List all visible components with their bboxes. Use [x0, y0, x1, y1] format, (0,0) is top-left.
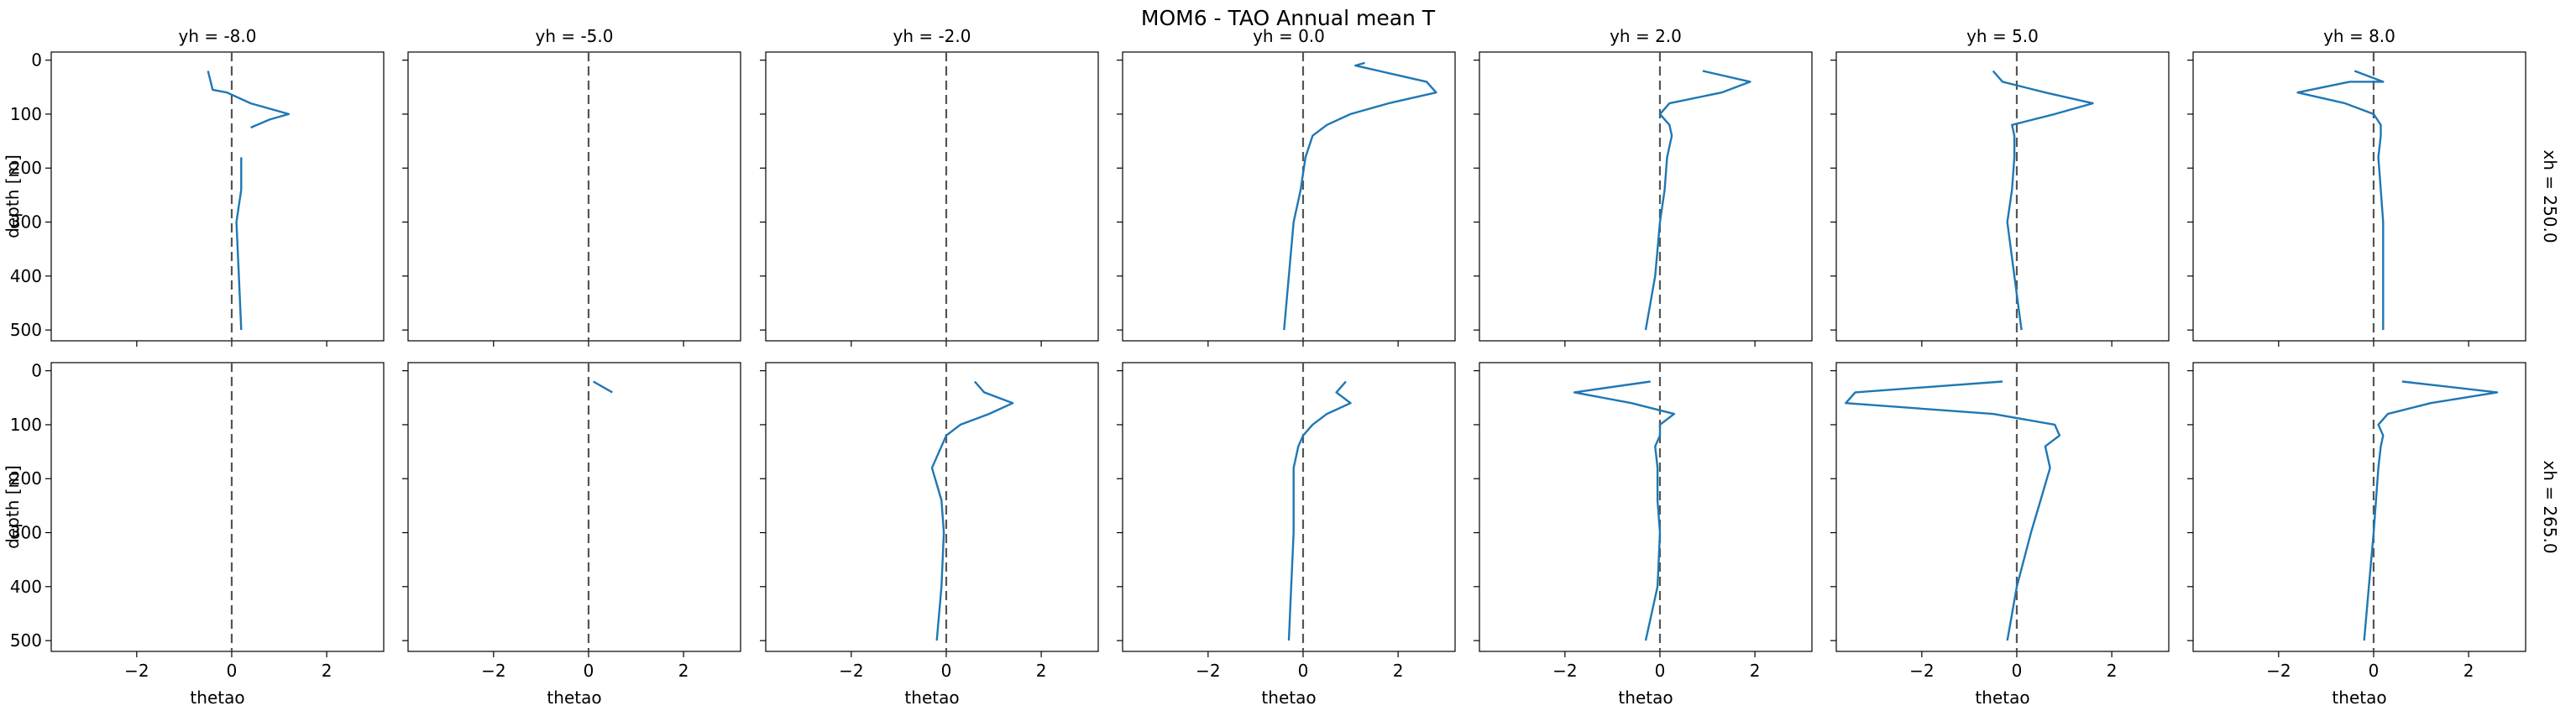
series-line-0 — [1287, 380, 1352, 641]
y-tick-label: 500 — [10, 320, 42, 340]
column-title: yh = -2.0 — [893, 26, 971, 46]
panel-frame — [1479, 51, 1813, 342]
x-axis-label: thetao — [904, 687, 959, 708]
x-tick-label: −2 — [1196, 661, 1220, 681]
x-tick-label: 0 — [2369, 661, 2380, 681]
column-title: yh = 0.0 — [1253, 26, 1325, 46]
panel-frame — [407, 362, 741, 652]
x-axis-label: thetao — [190, 687, 244, 708]
series-line-0 — [1283, 61, 1437, 331]
row-title: xh = 250.0 — [2540, 149, 2560, 243]
panel-frame — [2192, 51, 2526, 342]
panel-frame — [50, 51, 385, 342]
series-line-1 — [235, 157, 243, 331]
panel-r0-c0: 0 100 200 300 400 500 yh = -8.0 depth [m] — [3, 26, 385, 347]
column-title: yh = -8.0 — [178, 26, 256, 46]
x-tick-label: 0 — [584, 661, 594, 681]
series-line-0 — [1992, 70, 2094, 331]
y-tick-label: 0 — [31, 361, 42, 381]
panel-r1-c5: −2 0 2 thetao — [1830, 362, 2170, 708]
x-tick-label: 0 — [227, 661, 238, 681]
series-line-0 — [930, 380, 1014, 641]
series-line-0 — [1573, 380, 1676, 641]
x-tick-label: −2 — [839, 661, 863, 681]
y-axis-label: depth [m] — [3, 465, 23, 549]
series-line-0 — [1644, 70, 1751, 331]
y-tick-label: 100 — [10, 415, 42, 435]
column-title: yh = 2.0 — [1610, 26, 1682, 46]
panel-frame — [765, 362, 1099, 652]
y-tick-label: 200 — [10, 468, 42, 489]
x-tick-label: 2 — [1036, 661, 1047, 681]
column-title: yh = 5.0 — [1966, 26, 2039, 46]
x-tick-label: −2 — [1552, 661, 1577, 681]
x-tick-label: 0 — [2012, 661, 2023, 681]
x-tick-label: 2 — [322, 661, 332, 681]
panel-r0-c2: yh = -2.0 — [760, 26, 1099, 347]
panel-r1-c3: −2 0 2 thetao — [1117, 362, 1456, 708]
x-tick-label: 2 — [1393, 661, 1404, 681]
panel-r1-c0: 0 100 200 300 400 500 −2 0 2 thetao depth [m] — [3, 361, 385, 708]
x-axis-label: thetao — [1975, 687, 2029, 708]
panel-frame — [1835, 51, 2170, 342]
x-tick-label: 0 — [941, 661, 952, 681]
panel-frame — [1122, 51, 1456, 342]
series-line-0 — [593, 380, 613, 394]
panel-frame — [50, 362, 385, 652]
series-line-0 — [2363, 380, 2499, 641]
y-tick-label: 300 — [10, 523, 42, 543]
panel-frame — [1479, 362, 1813, 652]
panel-frame — [407, 51, 741, 342]
y-tick-label: 200 — [10, 158, 42, 178]
x-axis-label: thetao — [547, 687, 601, 708]
y-axis-label: depth [m] — [3, 154, 23, 238]
x-tick-label: 2 — [2463, 661, 2474, 681]
panel-r0-c4: yh = 2.0 — [1474, 26, 1813, 347]
panel-r1-c2: −2 0 2 thetao — [760, 362, 1099, 708]
x-axis-label: thetao — [2332, 687, 2386, 708]
x-tick-label: −2 — [124, 661, 149, 681]
panel-r1-c6: −2 0 2 thetao xh = 265.0 — [2187, 362, 2560, 708]
x-tick-label: −2 — [1909, 661, 1934, 681]
x-axis-label: thetao — [1618, 687, 1673, 708]
panel-r0-c6: yh = 8.0 xh = 250.0 — [2187, 26, 2560, 347]
panel-r1-c1: −2 0 2 thetao — [402, 362, 741, 708]
x-tick-label: −2 — [2266, 661, 2291, 681]
y-tick-label: 300 — [10, 212, 42, 233]
y-tick-label: 500 — [10, 630, 42, 651]
panel-r0-c1: yh = -5.0 — [402, 26, 741, 347]
x-tick-label: 0 — [1298, 661, 1309, 681]
figure-title: MOM6 - TAO Annual mean T — [1141, 6, 1436, 30]
series-line-0 — [1845, 380, 2061, 641]
x-tick-label: −2 — [481, 661, 505, 681]
panel-frame — [1835, 362, 2170, 652]
x-axis-label: thetao — [1261, 687, 1316, 708]
panel-frame — [2192, 362, 2526, 652]
x-tick-label: 2 — [678, 661, 689, 681]
y-tick-label: 400 — [10, 577, 42, 597]
column-title: yh = -5.0 — [535, 26, 613, 46]
series-line-0 — [207, 71, 291, 129]
y-tick-label: 0 — [31, 50, 42, 71]
panel-r0-c3: yh = 0.0 — [1117, 26, 1456, 347]
series-line-0 — [2296, 70, 2385, 331]
panel-frame — [1122, 362, 1456, 652]
y-tick-label: 100 — [10, 104, 42, 124]
x-tick-label: 2 — [2107, 661, 2118, 681]
panel-r1-c4: −2 0 2 thetao — [1474, 362, 1813, 708]
column-title: yh = 8.0 — [2323, 26, 2395, 46]
panel-r0-c5: yh = 5.0 — [1830, 26, 2170, 347]
panel-frame — [765, 51, 1099, 342]
x-tick-label: 2 — [1750, 661, 1761, 681]
row-title: xh = 265.0 — [2540, 460, 2560, 553]
x-tick-label: 0 — [1655, 661, 1666, 681]
y-tick-label: 400 — [10, 266, 42, 286]
